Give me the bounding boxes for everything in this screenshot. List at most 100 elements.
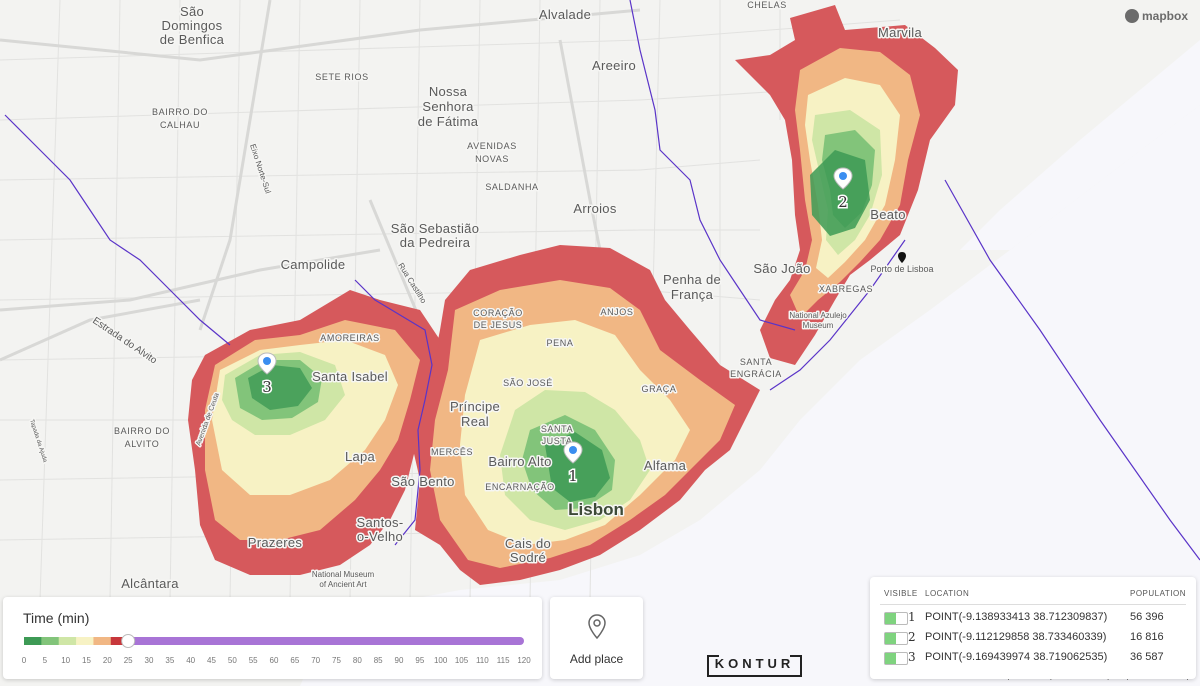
marker-point-1[interactable]: 1 <box>563 441 583 487</box>
slider-segment <box>58 637 77 645</box>
row-index: 2 <box>908 630 916 644</box>
label-bairro-calhau-2: CALHAU <box>160 120 200 130</box>
marker-label-1: 1 <box>568 467 578 485</box>
header-population: POPULATION <box>1130 589 1186 598</box>
mapbox-logo[interactable]: mapbox <box>1124 9 1188 23</box>
table-row[interactable]: 3 POINT(-9.169439974 38.719062535) 36 58… <box>870 648 1196 668</box>
label-penha-2: França <box>671 287 714 302</box>
label-cais-1: Cais do <box>505 536 551 551</box>
time-tick-label: 115 <box>496 656 510 665</box>
label-porto-lisboa: Porto de Lisboa <box>870 264 933 274</box>
admin-boundary <box>4 0 1200 561</box>
label-museum-2: of Ancient Art <box>319 580 367 589</box>
label-sao-jose: SÃO JOSÉ <box>503 378 553 388</box>
label-amoreiras: AMOREIRAS <box>320 333 379 343</box>
points-table: VISIBLE LOCATION POPULATION 1 POINT(-9.1… <box>870 577 1196 679</box>
marker-point-3[interactable]: 3 <box>257 352 277 398</box>
time-tick-label: 5 <box>42 656 48 665</box>
label-alcantara: Alcântara <box>121 576 179 591</box>
isochrone-point-1 <box>412 245 760 585</box>
major-roads <box>0 0 641 421</box>
slider-segment <box>110 637 129 645</box>
label-prazeres: Prazeres <box>248 535 303 550</box>
slider-handle[interactable] <box>121 634 136 648</box>
label-campolide: Campolide <box>281 257 346 272</box>
header-location: LOCATION <box>925 589 970 598</box>
time-tick-label: 100 <box>433 656 448 665</box>
table-row[interactable]: 2 POINT(-9.112129858 38.733460339) 16 81… <box>870 628 1196 648</box>
label-santa-isabel: Santa Isabel <box>312 369 388 384</box>
time-tick-label: 45 <box>207 656 216 665</box>
label-beato: Beato <box>870 207 905 222</box>
label-xabregas: XABREGAS <box>819 284 873 294</box>
label-pena: PENA <box>547 338 574 348</box>
time-tick-label: 95 <box>415 656 425 665</box>
label-azulejo-1: National Azulejo <box>789 311 847 320</box>
table-row[interactable]: 1 POINT(-9.138933413 38.712309837) 56 39… <box>870 608 1196 628</box>
label-museum-1: National Museum <box>312 570 375 579</box>
label-saldanha: SALDANHA <box>485 182 538 192</box>
label-alvito-2: ALVITO <box>125 439 160 449</box>
time-tick-label: 0 <box>21 656 27 665</box>
label-santa-justa-1: SANTA <box>541 424 573 434</box>
time-tick-label: 90 <box>394 656 404 665</box>
time-tick-label: 65 <box>290 656 300 665</box>
time-tick-label: 55 <box>248 656 258 665</box>
svg-text:Domingos: Domingos <box>162 18 223 33</box>
time-tick-label: 15 <box>82 656 91 665</box>
label-encarnacao: ENCARNAÇÃO <box>485 482 555 492</box>
row-location: POINT(-9.112129858 38.733460339) <box>925 631 1107 643</box>
label-arroios: Arroios <box>573 201 616 216</box>
slider-segment <box>41 637 60 645</box>
time-tick-label: 50 <box>227 656 237 665</box>
svg-text:de Benfica: de Benfica <box>160 32 225 47</box>
visibility-toggle[interactable] <box>884 632 908 645</box>
label-sao-sebastiao-2: da Pedreira <box>400 235 471 250</box>
time-tick-label: 10 <box>61 656 71 665</box>
label-penha-1: Penha de <box>663 272 721 287</box>
marker-label-3: 3 <box>262 378 272 396</box>
label-santa-engracia-1: SANTA <box>740 357 772 367</box>
mapbox-icon <box>1124 9 1139 23</box>
visibility-toggle[interactable] <box>884 612 908 625</box>
label-santos-2: o-Velho <box>357 529 403 544</box>
label-santa-justa-2: JUSTA <box>542 436 573 446</box>
slider-segment <box>76 637 94 645</box>
porto-pin-icon <box>898 252 906 263</box>
label-bairro-calhau-1: BAIRRO DO <box>152 107 208 117</box>
row-population: 36 587 <box>1130 651 1164 663</box>
label-coracao-1: CORAÇÃO <box>473 308 523 318</box>
marker-label-2: 2 <box>838 193 848 211</box>
row-location: POINT(-9.138933413 38.712309837) <box>925 611 1108 623</box>
header-divider <box>880 604 1186 605</box>
label-sao-joao: São João <box>753 261 810 276</box>
label-bairro-alto: Bairro Alto <box>488 454 551 469</box>
row-index: 1 <box>908 610 916 624</box>
label-principe-2: Real <box>461 414 489 429</box>
time-panel-title: Time (min) <box>23 610 90 626</box>
label-alvalade: Alvalade <box>539 7 591 22</box>
marker-point-2[interactable]: 2 <box>833 167 853 213</box>
label-santos-1: Santos- <box>357 515 404 530</box>
time-slider[interactable] <box>22 633 526 649</box>
label-avenidas-1: AVENIDAS <box>467 141 517 151</box>
label-lapa: Lapa <box>345 449 376 464</box>
visibility-toggle[interactable] <box>884 652 908 665</box>
label-sete-rios: SETE RIOS <box>315 72 368 82</box>
row-location: POINT(-9.169439974 38.719062535) <box>925 651 1108 663</box>
kontur-logo: KONTUR <box>707 655 802 677</box>
river-water-east <box>960 40 1200 250</box>
location-pin-icon <box>588 614 606 640</box>
add-place-label: Add place <box>569 652 624 666</box>
label-santa-engracia-2: ENGRÁCIA <box>730 369 782 379</box>
mapbox-logo-text: mapbox <box>1141 9 1188 23</box>
label-cais-2: Sodré <box>510 550 546 565</box>
add-place-button[interactable]: Add place <box>550 597 643 679</box>
label-graca: GRAÇA <box>641 384 676 394</box>
label-areeiro: Areeiro <box>592 58 636 73</box>
label-alvito-1: BAIRRO DO <box>114 426 170 436</box>
time-tick-label: 85 <box>373 656 383 665</box>
label-avenidas-2: NOVAS <box>475 154 509 164</box>
time-tick-label: 70 <box>311 656 321 665</box>
